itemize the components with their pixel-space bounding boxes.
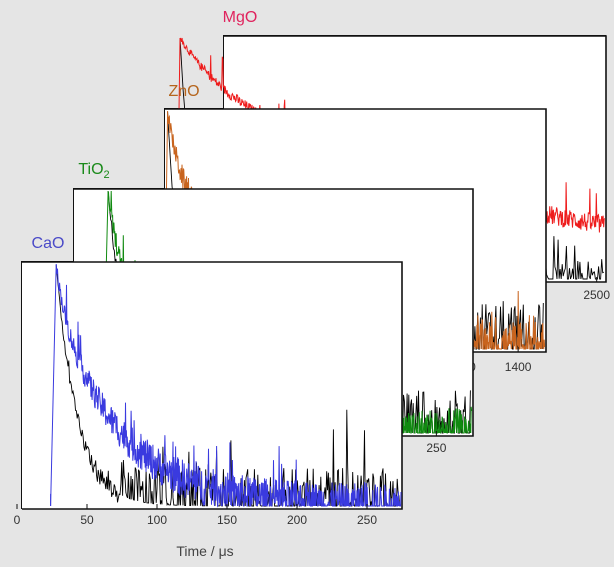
panel-cao: CaO 0 50 100 150 200 250	[14, 235, 403, 527]
panel-label-cao: CaO	[32, 235, 65, 252]
panel-label-zno: ZnO	[168, 83, 199, 100]
trace-cao	[50, 263, 402, 508]
x-axis-label: Time / μs	[176, 543, 233, 559]
panel-frame-cao	[22, 261, 403, 510]
tick-label-cao-100: 100	[147, 513, 167, 527]
panel-label-mgo: MgO	[223, 9, 258, 26]
tick-label-cao-250: 250	[357, 513, 377, 527]
tick-label-cao-200: 200	[287, 513, 307, 527]
tick-label-cao-0: 0	[14, 513, 21, 527]
tick-label-cao-150: 150	[217, 513, 237, 527]
panel-label-tio2: TiO2	[78, 161, 109, 181]
tick-label-mgo-2500: 2500	[583, 288, 610, 302]
tick-label-zno-1400: 1400	[505, 360, 532, 374]
panel-background-cao	[22, 262, 402, 509]
trace-black-cao	[55, 264, 401, 508]
tick-label-tio2-250: 250	[426, 441, 446, 455]
tick-label-cao-50: 50	[80, 513, 94, 527]
panels: MgO1000150020002500ZnO600800100012001400…	[14, 9, 611, 527]
